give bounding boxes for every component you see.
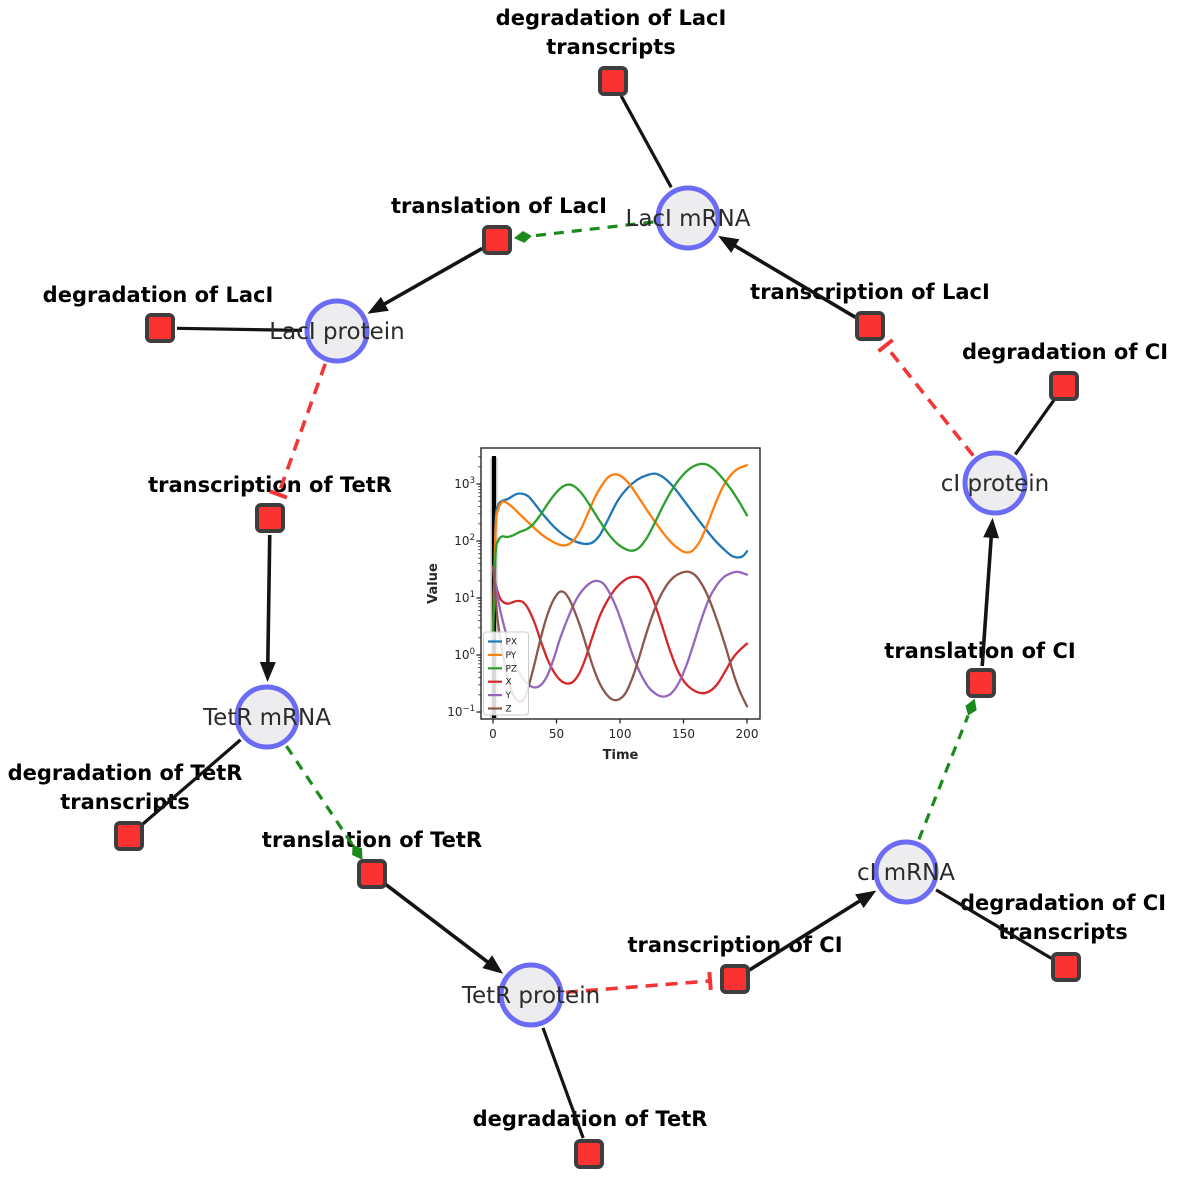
reaction-node-deg_CI[interactable] (1049, 371, 1079, 401)
deg_CI-label-line-0: degradation of CI (962, 340, 1168, 364)
edge-translation_lacI-lacI_protein (378, 246, 484, 309)
legend-label-X: X (506, 678, 512, 688)
edge-tetR_protein-transcription_CI (565, 979, 711, 995)
legend-label-Z: Z (506, 705, 512, 715)
reaction-node-transcription_lacI[interactable] (855, 311, 885, 341)
edge-lacI_protein-transcription_tetR-inhibition-bar (269, 489, 288, 500)
species-node-lacI_mRNA[interactable] (655, 185, 721, 251)
reaction-node-transcription_tetR[interactable] (255, 503, 285, 533)
species-node-cI_mRNA[interactable] (873, 839, 939, 905)
legend-label-PX: PX (506, 638, 518, 648)
deg_lacI_tx-label-line-1: transcripts (546, 35, 676, 59)
edge-cI_protein-deg_CI (1013, 398, 1056, 456)
plot-curve-PY (491, 464, 749, 640)
x-tick-label: 200 (736, 727, 759, 741)
edges-layer (140, 95, 1056, 1139)
edge-transcription_lacI-lacI_mRNA-arrowhead (718, 235, 740, 253)
edge-tetR_mRNA-deg_tetR_tx (140, 738, 242, 827)
y-tick-label: 103 (454, 476, 475, 491)
plot-curve-PZ (491, 462, 749, 640)
species-node-tetR_protein[interactable] (498, 962, 564, 1028)
edge-lacI_mRNA-translation_lacI-modifier-arrowhead (513, 231, 532, 243)
y-tick-label: 10−1 (447, 704, 475, 719)
edge-tetR_mRNA-translation_tetR (285, 745, 354, 846)
edge-tetR_mRNA-translation_tetR-modifier-arrowhead (352, 844, 363, 860)
species-node-tetR_mRNA[interactable] (234, 684, 300, 750)
x-tick-label: 100 (609, 727, 632, 741)
reaction-labels-layer: degradation of LacI transcripts translatio… (8, 6, 1168, 1131)
transcription_lacI-label-line-0: transcription of LacI (750, 280, 990, 304)
translation_tetR-label-line-0: translation of TetR (262, 828, 482, 852)
y-tick-label: 101 (454, 590, 475, 605)
edge-transcription_tetR-tetR_mRNA-arrowhead (259, 661, 276, 682)
x-tick-label: 50 (549, 727, 564, 741)
y-tick-label: 102 (454, 533, 475, 548)
x-tick-label: 150 (672, 727, 695, 741)
deg_tetR_tx-label-line-0: degradation of TetR (8, 761, 243, 785)
translation_lacI-label-line-0: translation of LacI (391, 194, 607, 218)
cI_protein-label: cI protein (941, 471, 1050, 497)
transcription_CI-label-line-0: transcription of CI (627, 933, 842, 957)
inset-plot: 0 50 100 150 200 103 102 101 100 10−1 Time Value PX P… (426, 447, 761, 763)
reaction-node-deg_CI_tx[interactable] (1051, 952, 1081, 982)
edge-tetR_protein-deg_tetR (541, 1027, 585, 1139)
deg_lacI_tx-label-line-0: degradation of LacI (496, 6, 727, 30)
deg_lacI-label-line-0: degradation of LacI (43, 283, 274, 307)
edge-cI_mRNA-translation_CI (917, 714, 970, 841)
edge-lacI_mRNA-deg_lacI_tx (619, 95, 673, 189)
reaction-node-transcription_CI[interactable] (720, 964, 750, 994)
edge-cI_protein-transcription_lacI (884, 344, 975, 457)
edge-translation_CI-cI_protein (980, 531, 994, 667)
x-axis-title: Time (603, 748, 639, 763)
edge-lacI_mRNA-translation_lacI (531, 220, 654, 238)
reaction-node-deg_tetR_tx[interactable] (114, 821, 144, 851)
deg_tetR-label-line-0: degradation of TetR (473, 1107, 708, 1131)
legend-label-Y: Y (505, 691, 512, 701)
edge-lacI_protein-transcription_tetR (276, 363, 327, 496)
edge-cI_protein-transcription_lacI-inhibition-bar (877, 338, 894, 353)
species-labels-layer: LacI mRNA LacI protein cI protein TetR mRNA… (202, 206, 1049, 1009)
reaction-node-translation_tetR[interactable] (357, 859, 387, 889)
edge-translation_tetR-tetR_protein-arrowhead (482, 955, 504, 974)
edge-cI_mRNA-deg_CI_tx (935, 888, 1053, 960)
y-axis-title: Value (426, 563, 441, 604)
legend-label-PY: PY (506, 651, 517, 661)
tetR_protein-label: TetR protein (461, 983, 600, 1009)
reaction-node-deg_lacI_tx[interactable] (598, 66, 628, 96)
plot-curves (491, 462, 749, 708)
edge-lacI_protein-deg_lacI (176, 326, 303, 333)
species-node-lacI_protein[interactable] (304, 298, 370, 364)
nodes-layer (114, 66, 1081, 1169)
reaction-node-translation_lacI[interactable] (482, 225, 512, 255)
legend-label-PZ: PZ (506, 664, 518, 674)
species-node-cI_protein[interactable] (962, 450, 1028, 516)
deg_CI_tx-label-line-1: transcripts (998, 920, 1128, 944)
reaction-node-deg_lacI[interactable] (145, 313, 175, 343)
edge-cI_mRNA-translation_CI-modifier-arrowhead (965, 698, 977, 716)
cI_mRNA-label: cI mRNA (857, 860, 955, 886)
lacI_protein-label: LacI protein (269, 319, 404, 345)
edge-transcription_CI-cI_mRNA-arrowhead (855, 890, 877, 908)
plot-curve-PX (491, 472, 749, 640)
edge-transcription_lacI-lacI_mRNA (729, 241, 857, 319)
edge-transcription_tetR-tetR_mRNA (265, 534, 272, 669)
plot-curve-X (491, 565, 749, 695)
edge-translation_lacI-lacI_protein-arrowhead (367, 296, 389, 314)
lacI_mRNA-label: LacI mRNA (626, 206, 751, 232)
edge-tetR_protein-transcription_CI-inhibition-bar (707, 971, 713, 991)
y-tick-label: 100 (454, 647, 475, 662)
edge-transcription_CI-cI_mRNA (748, 896, 866, 972)
edge-translation_tetR-tetR_protein (384, 882, 494, 967)
reaction-node-deg_tetR[interactable] (574, 1139, 604, 1169)
reaction-node-translation_CI[interactable] (966, 668, 996, 698)
edge-translation_CI-cI_protein-arrowhead (983, 517, 1000, 539)
tetR_mRNA-label: TetR mRNA (202, 705, 331, 731)
deg_CI_tx-label-line-0: degradation of CI (960, 891, 1166, 915)
x-tick-label: 0 (489, 727, 497, 741)
translation_CI-label-line-0: translation of CI (884, 639, 1075, 663)
